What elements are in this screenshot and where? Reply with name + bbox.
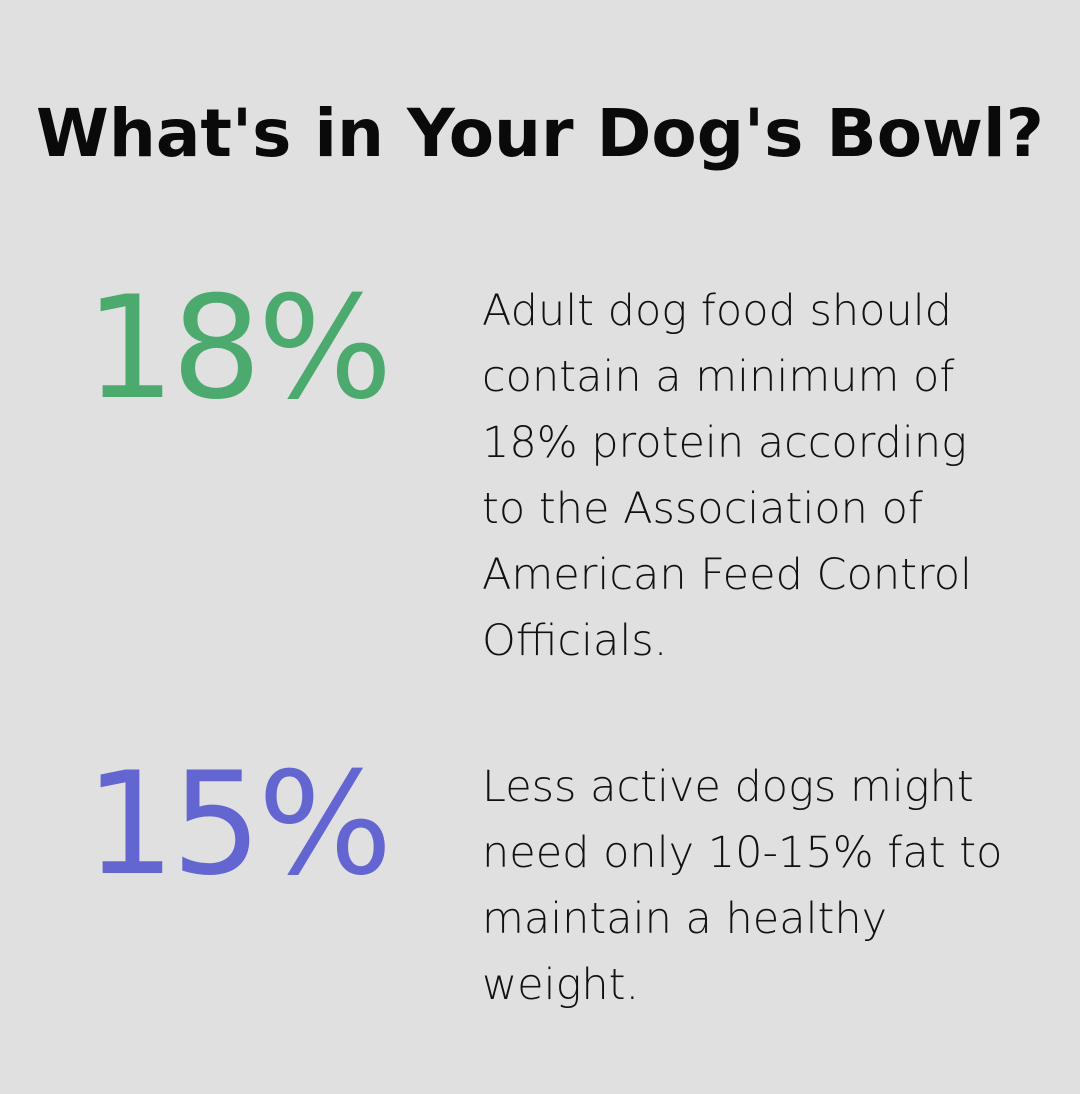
stat-value: 18% xyxy=(85,266,393,431)
stat-text: Less active dogs might need only 10-15% … xyxy=(482,762,1003,1010)
title: What's in Your Dog's Bowl? xyxy=(36,95,1044,172)
stat-text: Adult dog food should contain a minimum … xyxy=(482,286,972,666)
stat-value: 15% xyxy=(85,742,393,907)
